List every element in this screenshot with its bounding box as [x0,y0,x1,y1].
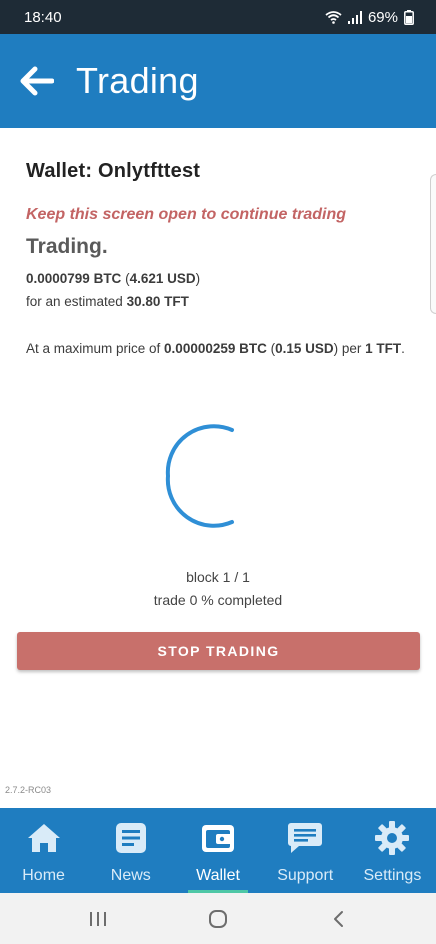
news-icon [115,823,146,853]
estimate-value: 30.80 TFT [126,294,189,309]
nav-news[interactable]: News [87,808,174,893]
back-chevron-icon [334,910,343,927]
nav-home-label: Home [22,867,65,884]
price-usd: 0.15 USD [275,341,334,356]
chat-icon [288,823,323,853]
status-bar: 18:40 69% [0,0,436,34]
nav-settings-label: Settings [363,867,422,884]
wifi-icon [325,11,342,24]
wallet-title: Wallet: Onlytfttest [26,160,201,182]
trade-progress: trade 0 % completed [153,592,283,608]
back-button[interactable] [16,61,56,101]
amount-line: 0.0000799 BTC (4.621 USD) [26,271,200,286]
battery-percent: 69% [367,8,398,26]
max-price-line: At a maximum price of 0.00000259 BTC (0.… [26,338,416,360]
system-back-button[interactable] [318,899,358,939]
battery-icon [404,9,414,25]
nav-news-label: News [110,867,151,884]
price-btc: 0.00000259 BTC [164,341,267,356]
nav-wallet[interactable]: Wallet [174,808,261,893]
system-home-button[interactable] [198,899,238,939]
amount-paren-open: ( [121,271,130,286]
keep-open-warning: Keep this screen open to continue tradin… [26,206,347,223]
nav-support[interactable]: Support [262,808,349,893]
price-prefix: At a maximum price of [26,341,165,356]
wallet-icon [202,825,234,852]
estimate-prefix: for an estimated [26,294,127,309]
status-icons: 69% [325,9,414,26]
arrow-left-icon [20,66,54,96]
amount-usd: 4.621 USD [129,271,196,286]
nav-settings[interactable]: Settings [349,808,436,893]
block-status: block 1 / 1 [186,569,250,585]
estimate-line: for an estimated 30.80 TFT [26,294,189,309]
amount-btc: 0.0000799 BTC [26,271,122,286]
page-title: Trading [76,60,199,101]
nav-home[interactable]: Home [0,808,87,893]
price-paren-open: ( [266,341,276,356]
gear-icon [375,821,410,855]
bottom-nav: Home News Wallet [0,808,436,893]
app-version: 2.7.2-RC03 [5,785,52,795]
stop-trading-button[interactable]: STOP TRADING [17,632,420,670]
active-tab-indicator [188,890,248,893]
loading-spinner-icon [165,424,234,528]
signal-icon [347,10,362,24]
status-time: 18:40 [24,8,62,26]
app-bar: Trading [0,34,436,128]
trading-content: Wallet: Onlytfttest Keep this screen ope… [0,128,436,808]
home-circle-icon [209,909,227,928]
trading-heading: Trading. [26,235,108,258]
nav-wallet-label: Wallet [196,867,240,884]
price-unit: 1 TFT [365,341,402,356]
recent-apps-button[interactable] [78,899,118,939]
system-nav-bar [0,893,436,944]
amount-paren-close: ) [195,271,201,286]
price-suffix: . [401,341,405,356]
home-icon [27,824,60,852]
scroll-handle[interactable] [430,174,436,314]
nav-support-label: Support [277,867,334,884]
recent-apps-icon [90,911,106,926]
price-middle: ) per [333,341,366,356]
